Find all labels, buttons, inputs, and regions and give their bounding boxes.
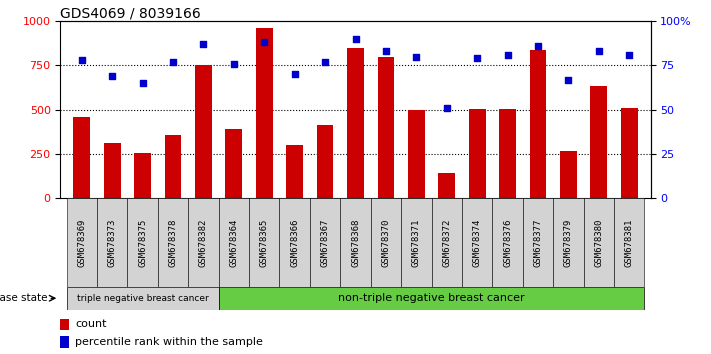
Bar [287,145,303,198]
Text: GSM678375: GSM678375 [138,218,147,267]
Text: GSM678370: GSM678370 [381,218,390,267]
Bar [97,198,127,287]
Point [562,77,574,82]
Text: GSM678377: GSM678377 [533,218,542,267]
Bar [67,198,97,287]
Bar [195,65,212,198]
Point [198,41,209,47]
Text: GSM678382: GSM678382 [199,218,208,267]
Bar [408,110,424,198]
Text: GDS4069 / 8039166: GDS4069 / 8039166 [60,6,201,20]
Bar [310,198,341,287]
Text: triple negative breast cancer: triple negative breast cancer [77,294,208,303]
Bar [341,198,370,287]
Point [533,43,544,49]
Text: GSM678366: GSM678366 [290,218,299,267]
Text: GSM678378: GSM678378 [169,218,178,267]
Text: GSM678379: GSM678379 [564,218,573,267]
Text: GSM678381: GSM678381 [625,218,634,267]
Text: GSM678365: GSM678365 [260,218,269,267]
Text: GSM678376: GSM678376 [503,218,512,267]
Text: GSM678369: GSM678369 [77,218,86,267]
Bar [67,287,218,310]
Bar [218,287,644,310]
Bar [523,198,553,287]
Bar [530,50,546,198]
Point [137,80,149,86]
Bar [401,198,432,287]
Text: GSM678364: GSM678364 [230,218,238,267]
Point [380,48,392,54]
Bar [104,143,120,198]
Bar [591,86,607,198]
Bar [256,28,272,198]
Point [107,73,118,79]
Point [471,56,483,61]
Bar [134,153,151,198]
Bar [165,135,181,198]
Point [624,52,635,58]
Bar [614,198,644,287]
Point [593,48,604,54]
Point [411,54,422,59]
Bar [469,109,486,198]
Point [319,59,331,65]
Point [502,52,513,58]
Point [259,40,270,45]
Bar [378,57,395,198]
Bar [225,129,242,198]
Point [167,59,178,65]
Bar [462,198,493,287]
Point [289,72,300,77]
Text: GSM678368: GSM678368 [351,218,360,267]
Text: count: count [75,319,107,329]
Text: GSM678372: GSM678372 [442,218,451,267]
Bar [370,198,401,287]
Point [350,36,361,42]
Bar [218,198,249,287]
Text: percentile rank within the sample: percentile rank within the sample [75,337,263,347]
Bar [249,198,279,287]
Text: non-triple negative breast cancer: non-triple negative breast cancer [338,293,525,303]
Bar [584,198,614,287]
Bar [499,109,516,198]
Point [441,105,452,111]
Bar [347,48,364,198]
Bar [60,319,69,330]
Bar [158,198,188,287]
Bar [73,117,90,198]
Bar [127,198,158,287]
Bar [188,198,218,287]
Bar [553,198,584,287]
Bar [560,152,577,198]
Text: GSM678367: GSM678367 [321,218,330,267]
Bar [60,336,69,348]
Bar [439,173,455,198]
Point [76,57,87,63]
Bar [493,198,523,287]
Text: GSM678371: GSM678371 [412,218,421,267]
Point [228,61,240,67]
Text: GSM678380: GSM678380 [594,218,604,267]
Bar [621,108,638,198]
Bar [279,198,310,287]
Text: GSM678373: GSM678373 [107,218,117,267]
Text: disease state: disease state [0,293,47,303]
Bar [316,125,333,198]
Bar [432,198,462,287]
Text: GSM678374: GSM678374 [473,218,481,267]
